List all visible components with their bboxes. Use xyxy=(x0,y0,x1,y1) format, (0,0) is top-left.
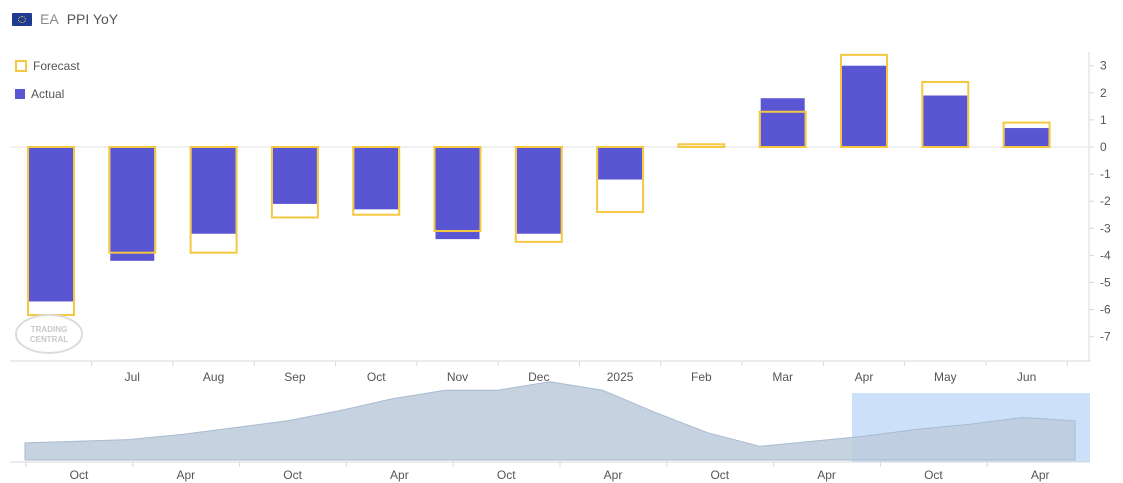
actual-bar[interactable] xyxy=(29,147,73,302)
actual-swatch-icon xyxy=(15,89,25,99)
navigator-tick-label: Apr xyxy=(817,468,836,482)
actual-bar[interactable] xyxy=(354,147,399,210)
actual-bar[interactable] xyxy=(923,95,968,147)
navigator-tick-label: Apr xyxy=(390,468,409,482)
watermark-line1: TRADING xyxy=(31,325,67,334)
actual-bar[interactable] xyxy=(760,98,805,147)
navigator-tick-label: Oct xyxy=(70,468,89,482)
x-tick-label: Aug xyxy=(203,370,224,384)
navigator-tick-label: Apr xyxy=(604,468,623,482)
y-tick-label: 3 xyxy=(1100,59,1107,73)
bars xyxy=(27,53,1051,317)
navigator-tick-label: Apr xyxy=(1031,468,1050,482)
y-tick-label: -2 xyxy=(1100,194,1111,208)
legend-item-forecast[interactable]: Forecast xyxy=(15,59,80,73)
x-tick-label: 2025 xyxy=(607,370,634,384)
forecast-bar[interactable] xyxy=(189,146,238,254)
y-tick-label: 2 xyxy=(1100,86,1107,100)
navigator-area xyxy=(24,381,1076,461)
forecast-bar[interactable] xyxy=(352,146,401,216)
eu-flag-icon xyxy=(12,12,32,26)
forecast-bar[interactable] xyxy=(840,53,888,148)
legend-label-forecast: Forecast xyxy=(33,59,80,73)
x-tick-label: Apr xyxy=(855,370,874,384)
chart-title: PPI YoY xyxy=(66,11,119,27)
navigator-axis: Oct Apr Oct Apr Oct Apr Oct Apr Oct Apr xyxy=(25,462,1050,482)
x-tick-label: Feb xyxy=(691,370,712,384)
y-tick-label: 0 xyxy=(1100,140,1107,154)
forecast-bar[interactable] xyxy=(514,146,563,243)
country-code: EA xyxy=(40,11,59,27)
forecast-bar[interactable] xyxy=(108,146,157,254)
actual-bar[interactable] xyxy=(842,65,886,147)
x-tick-label: Dec xyxy=(528,370,549,384)
chart-header: EA PPI YoY xyxy=(12,9,118,29)
y-tick-label: -6 xyxy=(1100,303,1111,317)
forecast-bar[interactable] xyxy=(596,146,645,214)
navigator[interactable]: Oct Apr Oct Apr Oct Apr Oct Apr Oct Apr xyxy=(10,381,1090,482)
x-axis: Jul Aug Sep Oct Nov Dec 2025 Feb Mar Apr May Jun xyxy=(91,361,1068,384)
forecast-bar[interactable] xyxy=(921,80,970,148)
y-tick-label: 1 xyxy=(1100,113,1107,127)
x-tick-label: Oct xyxy=(367,370,386,384)
navigator-tick-label: Oct xyxy=(283,468,302,482)
y-tick-label: -1 xyxy=(1100,167,1111,181)
forecast-bar[interactable] xyxy=(758,110,807,148)
forecast-bar[interactable] xyxy=(433,146,482,233)
forecast-bar-bg xyxy=(678,144,725,147)
x-tick-label: May xyxy=(934,370,957,384)
actual-bar[interactable] xyxy=(516,147,561,234)
watermark-line2: CENTRAL xyxy=(30,335,68,344)
forecast-bar[interactable] xyxy=(1002,121,1051,148)
legend-item-actual[interactable]: Actual xyxy=(15,87,80,101)
x-tick-label: Jul xyxy=(125,370,140,384)
forecast-bar[interactable] xyxy=(270,146,319,219)
x-tick-label: Jun xyxy=(1017,370,1036,384)
x-tick-label: Mar xyxy=(772,370,793,384)
trading-central-watermark-icon: TRADING CENTRAL xyxy=(15,314,83,354)
legend: Forecast Actual xyxy=(15,59,80,115)
actual-bar[interactable] xyxy=(598,147,643,180)
actual-bar[interactable] xyxy=(1004,128,1049,147)
navigator-tick-label: Apr xyxy=(176,468,195,482)
y-tick-label: -5 xyxy=(1100,276,1111,290)
forecast-swatch-icon xyxy=(15,60,27,72)
actual-bar[interactable] xyxy=(272,147,317,204)
y-tick-label: -3 xyxy=(1100,221,1111,235)
y-tick-label: -7 xyxy=(1100,330,1111,344)
navigator-tick-label: Oct xyxy=(924,468,943,482)
navigator-tick-label: Oct xyxy=(710,468,729,482)
x-tick-label: Nov xyxy=(447,370,468,384)
x-tick-label: Sep xyxy=(284,370,306,384)
actual-bar[interactable] xyxy=(191,147,236,234)
y-axis: 3 2 1 0 -1 -2 -3 -4 -5 -6 -7 xyxy=(1089,59,1111,344)
navigator-tick-label: Oct xyxy=(497,468,516,482)
actual-bar[interactable] xyxy=(435,147,480,240)
legend-label-actual: Actual xyxy=(31,87,65,101)
forecast-bar[interactable] xyxy=(677,143,726,148)
y-tick-label: -4 xyxy=(1100,248,1111,262)
actual-bar[interactable] xyxy=(110,147,155,261)
